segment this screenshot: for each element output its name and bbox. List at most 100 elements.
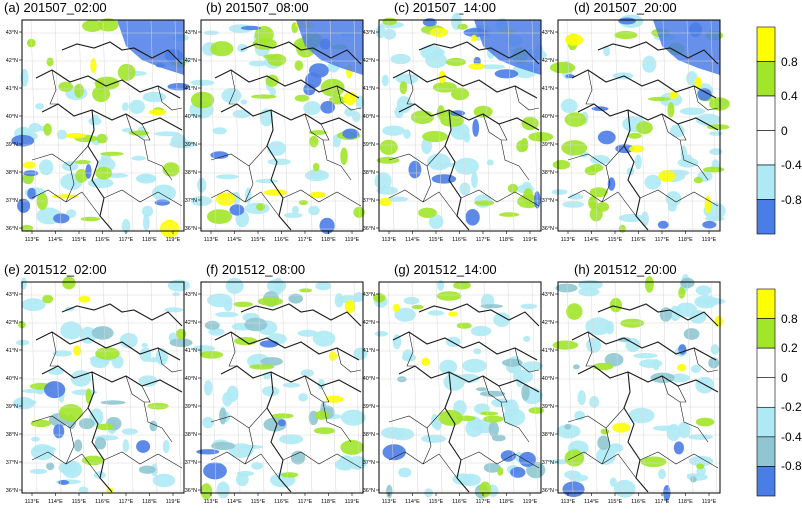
anomaly-patch: [448, 311, 458, 317]
meridian-line: [614, 281, 622, 494]
anomaly-patch: [121, 219, 131, 234]
boundary-line: [41, 365, 183, 393]
anomaly-patch: [117, 63, 136, 81]
anomaly-patch: [618, 213, 645, 223]
anomaly-patch: [520, 303, 538, 309]
panel-label: (f): [206, 262, 219, 277]
anomaly-patch: [271, 413, 294, 419]
anomaly-patch: [88, 117, 102, 126]
anomaly-patch: [78, 295, 91, 303]
meridian-line: [590, 281, 598, 494]
anomaly-patch: [471, 171, 478, 189]
boundary-line: [87, 371, 113, 493]
boundary-line: [210, 145, 268, 167]
panel-label: (d): [574, 0, 590, 15]
anomaly-patch: [87, 177, 114, 189]
anomaly-patch: [450, 110, 466, 117]
province-boundaries: [31, 41, 183, 231]
graticule: [22, 281, 184, 494]
anomaly-patch: [280, 472, 299, 478]
panel-time: 201507_08:00: [225, 0, 309, 15]
anomaly-patch: [614, 30, 638, 40]
map-frame: [378, 281, 542, 494]
anomaly-patch: [36, 192, 48, 211]
anomaly-patch: [690, 476, 697, 483]
lon-tick-label: 119°E: [523, 499, 538, 505]
anomaly-patch: [81, 455, 105, 466]
anomaly-patch: [436, 291, 462, 301]
lon-tick-label: 113°E: [25, 237, 40, 243]
colorbar-swatch: [756, 61, 776, 97]
boundary-line: [514, 347, 540, 373]
boundary-line: [244, 165, 254, 203]
meridian-line: [353, 19, 361, 232]
anomaly-patch: [257, 297, 284, 306]
anomaly-patch: [421, 137, 432, 155]
lat-tick-label: 39°N: [542, 142, 554, 148]
anomaly-patch: [501, 358, 523, 367]
lon-tick-label: 115°E: [429, 499, 444, 505]
lat-tick-label: 36°N: [6, 226, 18, 232]
anomaly-patch: [206, 209, 233, 225]
anomaly-patch: [564, 449, 585, 467]
anomaly-patch: [673, 441, 684, 455]
anomaly-patch: [652, 359, 660, 371]
anomaly-patch: [488, 421, 499, 438]
panel-time: 201512_08:00: [221, 262, 306, 277]
anomaly-patch: [708, 357, 720, 369]
anomaly-patch: [390, 53, 411, 65]
anomaly-patch: [267, 53, 287, 66]
lat-tick-label: 38°N: [363, 170, 375, 176]
anomaly-patch: [44, 381, 66, 399]
boundary-line: [498, 385, 508, 403]
anomaly-patch: [379, 139, 398, 155]
anomaly-patch: [100, 151, 124, 156]
anomaly-patch: [225, 277, 244, 294]
colorbar-swatch: [756, 130, 776, 166]
anomaly-patch: [528, 407, 545, 414]
lat-tick-label: 37°N: [363, 198, 375, 204]
anomaly-patch: [58, 404, 83, 422]
anomaly-patch: [433, 49, 445, 56]
anomaly-patch: [141, 205, 154, 217]
meridian-line: [78, 281, 86, 494]
meridian-line: [257, 19, 265, 232]
lat-tick-label: 40°N: [185, 114, 197, 120]
anomaly-patch: [577, 280, 603, 290]
anomaly-patch: [564, 423, 572, 430]
anomaly-patch: [677, 364, 687, 372]
anomaly-patch: [266, 279, 287, 293]
anomaly-patch: [690, 364, 702, 373]
lat-tick-label: 39°N: [6, 142, 18, 148]
colorbar-winter: [756, 288, 776, 497]
anomaly-patch: [693, 176, 703, 184]
boundary-line: [422, 427, 432, 465]
boundary-line: [266, 109, 292, 231]
anomaly-patch: [215, 192, 236, 206]
meridian-line: [54, 19, 62, 232]
anomaly-patch: [392, 334, 402, 350]
boundary-line: [266, 371, 292, 493]
anomaly-patch: [20, 277, 27, 290]
anomaly-patch: [312, 330, 336, 347]
anomaly-patch: [705, 216, 725, 222]
anomaly-patch: [476, 387, 488, 392]
anomaly-patch: [555, 283, 578, 293]
lon-tick-label: 115°E: [251, 237, 266, 243]
boundary-line: [444, 109, 470, 231]
anomaly-patch: [169, 338, 193, 348]
anomaly-patch: [549, 61, 576, 74]
boundary-line: [240, 303, 362, 327]
lat-tick-label: 43°N: [6, 30, 18, 36]
anomaly-patch: [267, 158, 291, 166]
anomaly-patch: [152, 184, 176, 202]
meridian-line: [174, 281, 182, 494]
boundary-line: [661, 113, 709, 181]
anomaly-patch: [251, 462, 264, 470]
map-panel-e: 113°E 114°E 115°E 116°E 117°E 118°E 119°E 43°N 4…: [6, 276, 193, 505]
anomaly-patch: [328, 351, 337, 361]
anomaly-patch: [340, 147, 348, 165]
lon-tick-label: 113°E: [382, 499, 397, 505]
meridian-line: [411, 19, 419, 232]
lat-tick-label: 40°N: [363, 114, 375, 120]
